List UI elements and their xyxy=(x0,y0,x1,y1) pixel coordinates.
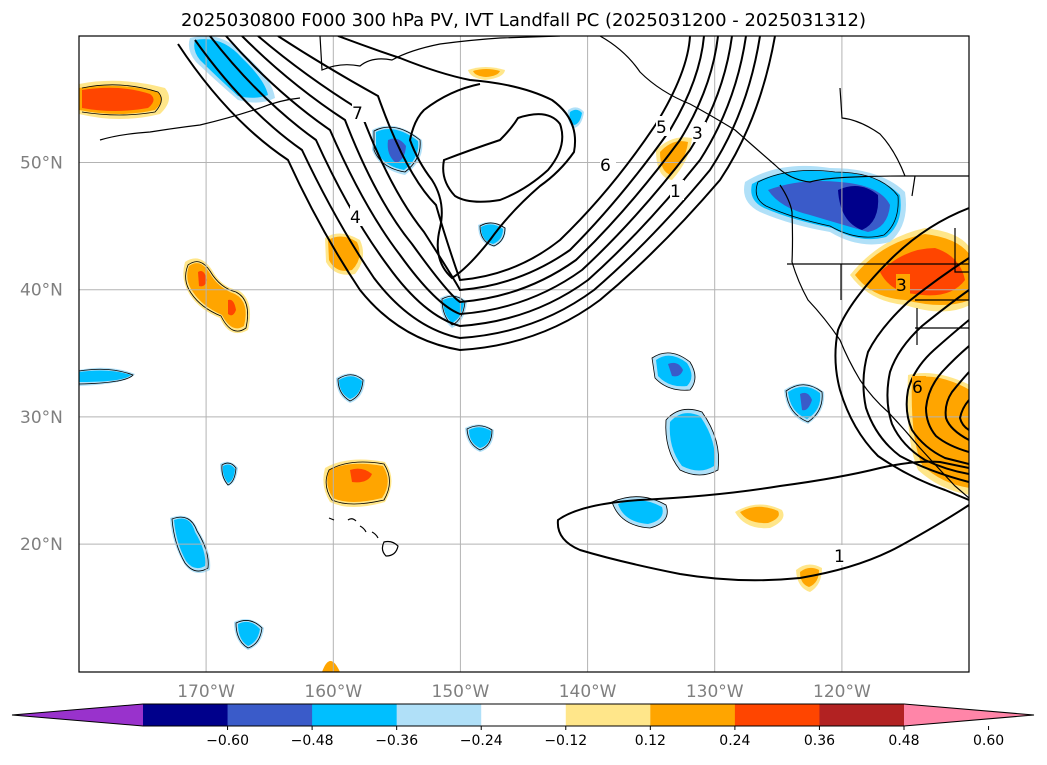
lon-label-150w: 150°W xyxy=(432,682,490,702)
colorbar-extend-low xyxy=(12,704,143,726)
contour-label-1-south: 1 xyxy=(834,547,845,567)
contour-label-6: 6 xyxy=(600,156,611,176)
colorbar-tick-label: −0.24 xyxy=(460,733,503,749)
contour-label-3-east: 3 xyxy=(896,276,907,296)
plot-title: 2025030800 F000 300 hPa PV, IVT Landfall… xyxy=(180,10,867,31)
lat-label-30: 30°N xyxy=(20,408,63,428)
colorbar: −0.60 −0.48 −0.36 −0.24 −0.12 0.12 0.24 0.36 0.4… xyxy=(11,703,1035,749)
colorbar-tick-label: 0.36 xyxy=(804,733,835,749)
lon-label-130w: 130°W xyxy=(686,682,744,702)
map-content: 7 5 3 6 1 4 3 6 1 xyxy=(79,36,969,672)
pv-outlines xyxy=(79,84,899,649)
colorbar-segment xyxy=(819,704,905,726)
lat-label-40: 40°N xyxy=(20,281,63,301)
lon-label-120w: 120°W xyxy=(813,682,871,702)
lat-label-50: 50°N xyxy=(20,154,63,174)
colorbar-segment xyxy=(396,704,482,726)
colorbar-segment xyxy=(734,704,820,726)
map-frame xyxy=(78,35,970,673)
colorbar-tick-label: 0.24 xyxy=(719,733,750,749)
lon-label-170w: 170°W xyxy=(177,682,235,702)
contour-labels: 7 5 3 6 1 4 3 6 1 xyxy=(350,102,926,567)
colorbar-tick-label: −0.36 xyxy=(375,733,418,749)
contour-label-1-north: 1 xyxy=(670,182,681,202)
colorbar-outline xyxy=(11,703,1035,727)
colorbar-tick-label: −0.12 xyxy=(544,733,587,749)
colorbar-tick-label: −0.48 xyxy=(291,733,334,749)
colorbar-segment xyxy=(565,704,651,726)
pv-positive-shading xyxy=(79,67,969,672)
contour-label-3: 3 xyxy=(692,124,703,144)
contour-label-7: 7 xyxy=(352,104,363,124)
colorbar-tick-label: 0.48 xyxy=(888,733,919,749)
contour-label-4: 4 xyxy=(350,208,361,228)
colorbar-tick-label: 0.12 xyxy=(635,733,666,749)
lon-label-140w: 140°W xyxy=(559,682,617,702)
colorbar-extend-high xyxy=(904,704,1034,726)
colorbar-tick-label: 0.60 xyxy=(973,733,1004,749)
contour-label-6-east: 6 xyxy=(912,378,923,398)
lat-label-20: 20°N xyxy=(20,535,63,555)
colorbar-segment xyxy=(143,704,229,726)
contour-label-5: 5 xyxy=(656,118,667,138)
lon-tick-labels: 170°W 160°W 150°W 140°W 130°W 120°W xyxy=(177,682,871,702)
lat-tick-labels: 50°N 40°N 30°N 20°N xyxy=(20,154,63,556)
colorbar-segment xyxy=(650,704,736,726)
lon-label-160w: 160°W xyxy=(304,682,362,702)
colorbar-tick-label: −0.60 xyxy=(206,733,249,749)
hawaiian-islands xyxy=(328,517,399,557)
colorbar-segment xyxy=(227,704,313,726)
colorbar-segment xyxy=(312,704,398,726)
colorbar-segment xyxy=(481,704,567,726)
map-gridlines xyxy=(79,36,969,672)
